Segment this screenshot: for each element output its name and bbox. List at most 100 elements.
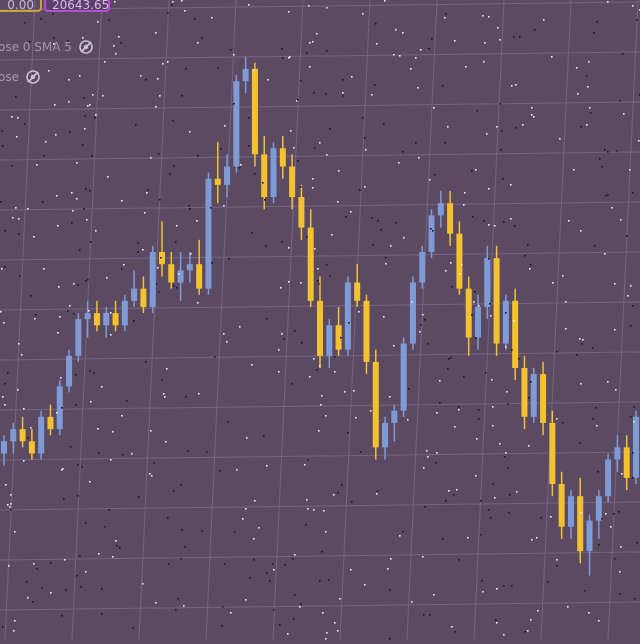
candle-body[interactable]: [140, 288, 147, 307]
candle-body[interactable]: [382, 422, 389, 448]
candle-body[interactable]: [289, 166, 296, 198]
noise-speck: [478, 418, 480, 420]
candle-body[interactable]: [493, 258, 500, 344]
candle-body[interactable]: [233, 81, 240, 167]
noise-speck: [619, 100, 621, 102]
candle-body[interactable]: [633, 416, 639, 478]
candle-body[interactable]: [10, 429, 17, 442]
candle-body[interactable]: [363, 300, 370, 362]
noise-speck: [630, 325, 632, 327]
candle-body[interactable]: [521, 368, 528, 417]
candle-body[interactable]: [623, 447, 630, 478]
candle-body[interactable]: [298, 197, 305, 228]
candle-body[interactable]: [335, 325, 342, 350]
candle-body[interactable]: [484, 258, 491, 307]
noise-speck: [483, 61, 485, 63]
candle-body[interactable]: [428, 215, 435, 252]
candle-body[interactable]: [530, 374, 537, 417]
candle-body[interactable]: [224, 166, 231, 185]
grid-line-horizontal: [0, 151, 640, 161]
noise-speck: [565, 328, 567, 330]
noise-speck: [551, 56, 553, 58]
noise-speck: [80, 586, 82, 588]
candle-body[interactable]: [391, 410, 398, 423]
noise-speck: [547, 581, 549, 583]
candle-body[interactable]: [614, 447, 621, 460]
candle-body[interactable]: [577, 496, 584, 552]
candle-body[interactable]: [38, 416, 45, 454]
candle-body[interactable]: [93, 313, 100, 326]
noise-speck: [288, 281, 290, 283]
candle-body[interactable]: [400, 343, 407, 411]
noise-speck: [448, 358, 450, 360]
candle-body[interactable]: [270, 148, 277, 198]
candle-body[interactable]: [465, 288, 472, 338]
noise-speck: [73, 313, 75, 315]
candle-body[interactable]: [512, 300, 519, 368]
candle-body[interactable]: [475, 306, 481, 338]
candle-body[interactable]: [344, 282, 351, 350]
candle-body[interactable]: [242, 68, 249, 82]
candle-body[interactable]: [558, 484, 565, 527]
noise-speck: [233, 103, 235, 105]
candle-body[interactable]: [75, 319, 82, 356]
candle-body[interactable]: [502, 300, 509, 344]
candle-body[interactable]: [1, 441, 7, 454]
candle-body[interactable]: [214, 178, 221, 185]
candle-body[interactable]: [159, 252, 165, 265]
noise-speck: [584, 590, 586, 592]
noise-speck: [516, 491, 518, 493]
candle-body[interactable]: [121, 300, 128, 326]
candle-body[interactable]: [326, 325, 333, 356]
candle-body[interactable]: [47, 416, 54, 430]
candle-body[interactable]: [586, 520, 593, 552]
candle-body[interactable]: [549, 422, 556, 484]
candle-body[interactable]: [540, 374, 547, 423]
noise-speck: [419, 331, 421, 333]
candle-body[interactable]: [56, 386, 63, 430]
candle-body[interactable]: [595, 496, 602, 521]
candle-body[interactable]: [261, 154, 268, 198]
noise-speck: [351, 76, 353, 78]
candle-body[interactable]: [409, 282, 416, 344]
candle-body[interactable]: [149, 252, 156, 307]
noise-speck: [69, 305, 71, 307]
candle-body[interactable]: [456, 233, 463, 289]
candle-body[interactable]: [279, 148, 286, 167]
noise-speck: [329, 275, 331, 277]
noise-speck: [183, 605, 185, 607]
candle-body[interactable]: [205, 178, 212, 289]
candle-body[interactable]: [437, 203, 444, 216]
candle-body[interactable]: [605, 459, 612, 497]
candle-body[interactable]: [251, 68, 258, 155]
candle-body[interactable]: [28, 441, 35, 454]
candle-body[interactable]: [186, 264, 193, 271]
candle-body[interactable]: [131, 288, 138, 301]
candle-body[interactable]: [372, 361, 379, 448]
candle-body[interactable]: [567, 496, 574, 527]
noise-speck: [540, 517, 542, 519]
candle-body[interactable]: [307, 227, 314, 301]
candle-body[interactable]: [177, 270, 184, 283]
candle-body[interactable]: [196, 264, 203, 289]
candle-body[interactable]: [447, 203, 454, 234]
noise-speck: [632, 192, 634, 194]
candle-body[interactable]: [103, 313, 110, 326]
noise-speck: [632, 5, 634, 7]
noise-speck: [442, 85, 444, 87]
candle-body[interactable]: [112, 313, 119, 326]
noise-speck: [376, 43, 378, 45]
noise-speck: [0, 201, 2, 203]
candle-body[interactable]: [66, 355, 73, 387]
candle-body[interactable]: [19, 429, 26, 442]
candle-body[interactable]: [317, 300, 323, 356]
noise-speck: [308, 5, 310, 7]
candle-body[interactable]: [419, 252, 426, 283]
noise-speck: [433, 594, 435, 596]
noise-speck: [197, 155, 199, 157]
candle-body[interactable]: [354, 282, 361, 301]
candle-body[interactable]: [168, 264, 175, 283]
noise-speck: [7, 504, 9, 506]
candle-body[interactable]: [84, 313, 91, 320]
